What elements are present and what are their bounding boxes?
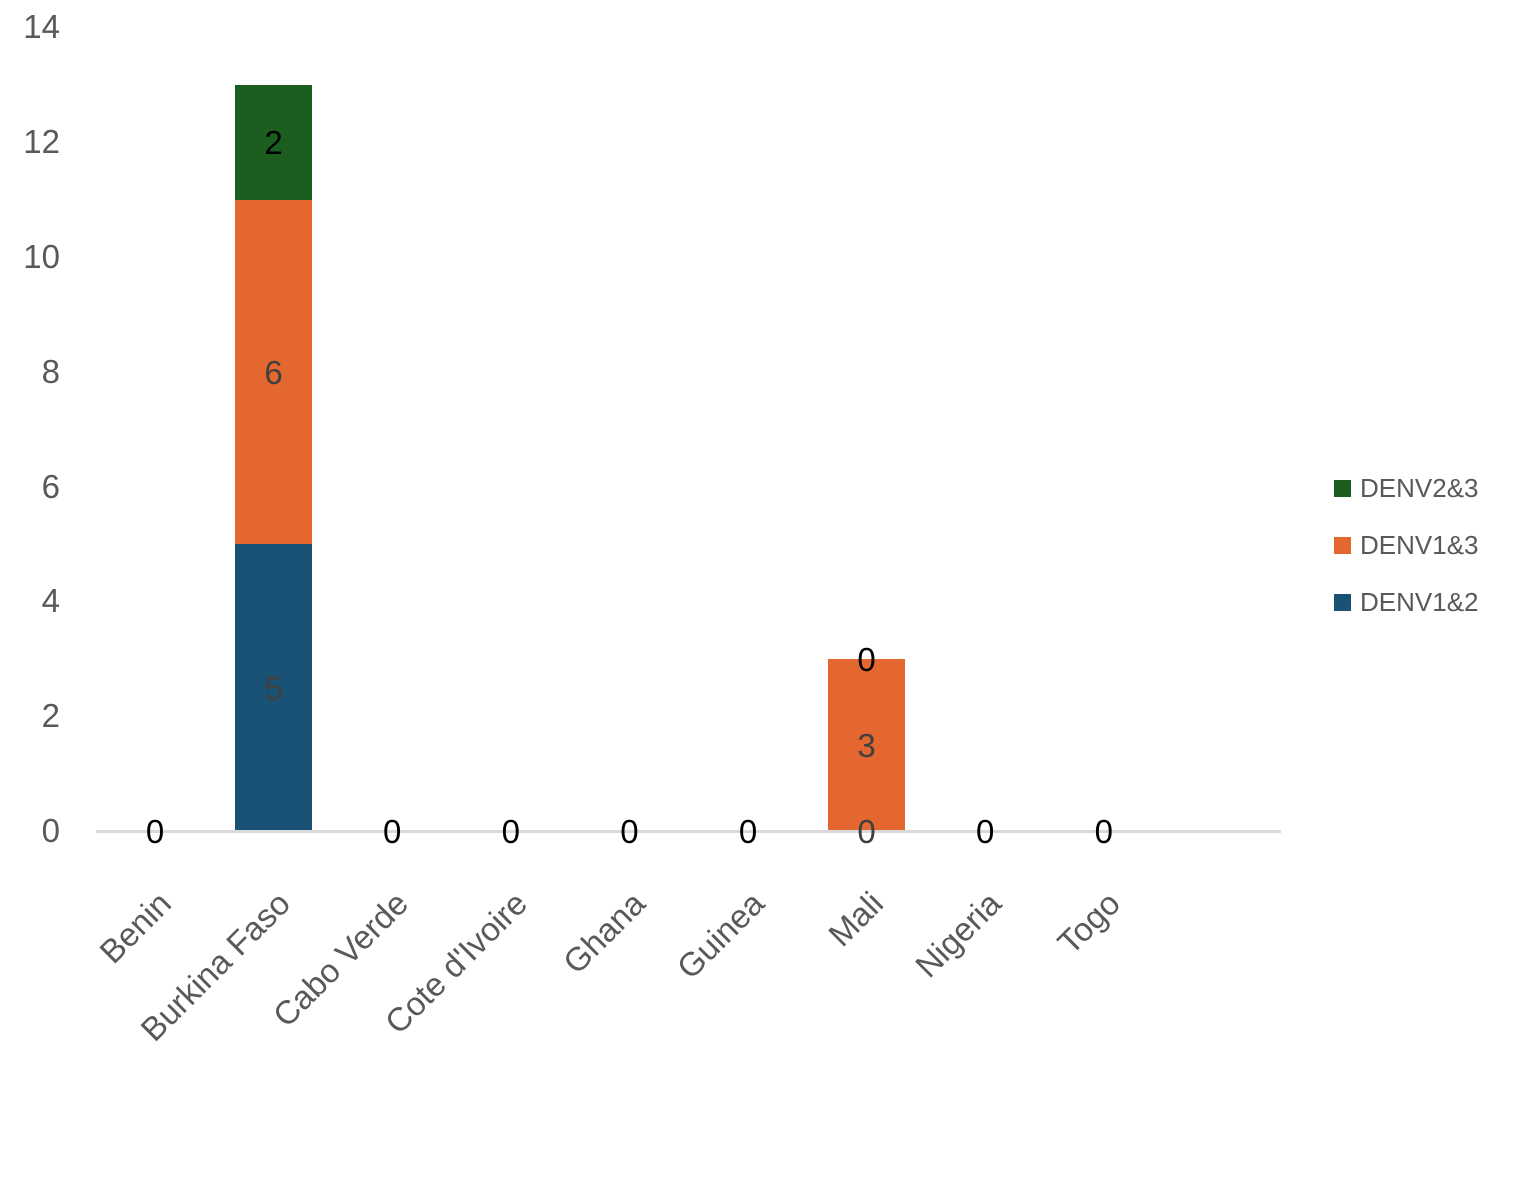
data-label: 6: [264, 353, 283, 391]
legend-label: DENV1&3: [1360, 530, 1479, 560]
data-label: 0: [1094, 813, 1113, 850]
data-label: 0: [620, 813, 639, 850]
data-label: 0: [383, 813, 402, 850]
legend-item: DENV2&3: [1334, 460, 1479, 517]
bar-segment: [828, 658, 906, 831]
y-tick-label: 12: [23, 123, 60, 161]
legend-label: DENV2&3: [1360, 473, 1479, 503]
bar-segment: [235, 199, 313, 544]
legend: DENV2&3 DENV1&3 DENV1&2: [1334, 460, 1479, 631]
bar-segment: [235, 544, 313, 831]
stacked-bar-chart: DENV2&3 DENV1&3 DENV1&2 0 2 4 6 8 10 12 14 0 5 6 2 0…: [23, 8, 1479, 1048]
legend-swatch-denv1-2: [1334, 594, 1351, 611]
legend-item: DENV1&2: [1334, 574, 1479, 631]
bar-segment: [235, 84, 313, 200]
legend-swatch-denv1-3: [1334, 537, 1351, 554]
data-label: 0: [738, 813, 758, 850]
y-tick-label: 0: [41, 812, 60, 849]
data-label: 2: [264, 124, 283, 162]
data-label: 0: [501, 813, 520, 850]
data-label: 0: [857, 813, 876, 850]
y-tick-label: 2: [41, 697, 60, 735]
y-tick-label: 6: [41, 467, 60, 505]
y-tick-label: 10: [23, 238, 60, 275]
data-label: 0: [976, 813, 995, 850]
data-label: 5: [264, 669, 283, 707]
data-label: 3: [857, 726, 876, 764]
y-tick-label: 4: [41, 582, 60, 620]
legend-label: DENV1&2: [1360, 587, 1479, 617]
data-label: 0: [145, 813, 165, 850]
data-label: 0: [857, 640, 876, 678]
x-axis-line: [96, 830, 1281, 833]
legend-item: DENV1&3: [1334, 517, 1479, 574]
legend-swatch-denv2-3: [1334, 480, 1351, 497]
y-tick-label: 8: [41, 352, 60, 390]
y-tick-label: 14: [23, 8, 60, 46]
